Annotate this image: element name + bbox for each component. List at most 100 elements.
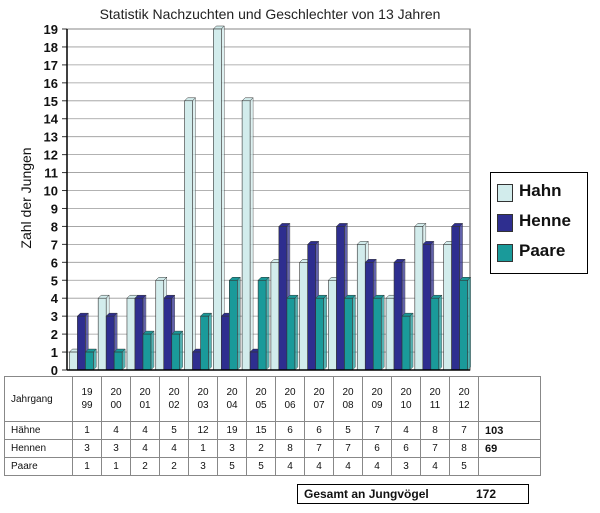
- year-cell-line: 01: [139, 400, 151, 411]
- year-cell-line: 20: [313, 387, 325, 398]
- table-cell: 4: [362, 457, 392, 476]
- table-cell: 4: [304, 457, 334, 476]
- table-cell: 3: [101, 439, 131, 458]
- table-cell: 3: [391, 457, 421, 476]
- year-cell: 20 08: [333, 376, 363, 422]
- table-cell: 6: [391, 439, 421, 458]
- table-cell: 4: [130, 439, 160, 458]
- legend-swatch-paare: [497, 244, 513, 262]
- row-total: 69: [478, 439, 541, 458]
- year-cell: 20 04: [217, 376, 247, 422]
- table-cell: 12: [188, 421, 218, 440]
- bar-hahn-12: [414, 226, 424, 371]
- bar-paare-6: [257, 279, 267, 371]
- y-tick-label: 0: [51, 363, 58, 376]
- bar-henne-9: [336, 226, 345, 371]
- year-cell-line: 03: [197, 400, 209, 411]
- year-cell: 20 05: [246, 376, 276, 422]
- bar-paare-1: [113, 351, 123, 371]
- bar-paare-7-side: [294, 294, 299, 371]
- y-tick-label: 9: [51, 201, 58, 216]
- year-cell-line: 07: [313, 400, 325, 411]
- table-cell: 4: [275, 457, 305, 476]
- legend-swatch-henne: [497, 214, 513, 232]
- table-cell: 5: [449, 457, 479, 476]
- bar-henne-10: [364, 262, 374, 371]
- year-cell-line: 20: [284, 387, 296, 398]
- year-cell-line: 20: [400, 387, 412, 398]
- y-tick-label: 14: [44, 112, 59, 127]
- legend-swatch-hahn: [497, 184, 513, 202]
- bar-paare-13: [459, 279, 468, 371]
- bar-paare-12-side: [438, 294, 443, 371]
- bar-paare-5-side: [237, 276, 241, 371]
- year-cell: 20 07: [304, 376, 334, 422]
- bar-paare-9-side: [352, 294, 356, 371]
- year-cell-line: 10: [400, 400, 412, 411]
- table-row: Hähne 1 4 4 5 12 19 15 6 6 5 7 4 8 7 103: [4, 421, 541, 440]
- bar-hahn-8: [299, 262, 308, 371]
- bar-paare-5: [229, 279, 238, 371]
- bar-henne-4: [192, 351, 201, 371]
- table-cell: 2: [246, 439, 276, 458]
- table-cell: 4: [391, 421, 421, 440]
- year-cell-line: 99: [81, 400, 93, 411]
- row-total: 103: [478, 421, 541, 440]
- year-cell-line: 02: [168, 400, 180, 411]
- bar-hahn-11: [385, 297, 395, 371]
- year-cell-line: 20: [110, 387, 122, 398]
- bar-paare-9: [344, 297, 353, 371]
- year-cell: 20 10: [391, 376, 421, 422]
- bar-henne-5: [221, 315, 230, 371]
- table-cell: 5: [246, 457, 276, 476]
- table-cell: 5: [217, 457, 247, 476]
- table-cell: 5: [159, 421, 189, 440]
- legend-label-hahn: Hahn: [519, 181, 562, 200]
- year-cell-line: 20: [342, 387, 354, 398]
- bar-paare-4-side: [208, 312, 212, 371]
- table-cell: 3: [72, 439, 102, 458]
- table-cell: 8: [420, 421, 450, 440]
- bar-paare-2-side: [150, 330, 155, 371]
- table-cell: 2: [130, 457, 160, 476]
- y-tick-label: 19: [44, 22, 58, 37]
- bar-henne-3: [163, 297, 173, 371]
- y-tick-label: 1: [51, 345, 58, 360]
- year-cell-line: 04: [226, 400, 238, 411]
- year-cell-line: 20: [255, 387, 267, 398]
- y-tick-label: 5: [51, 273, 58, 288]
- table-cell: 5: [333, 421, 363, 440]
- year-cell-line: 05: [255, 400, 267, 411]
- table-cell: 15: [246, 421, 276, 440]
- year-cell: 20 00: [101, 376, 131, 422]
- bar-paare-13-side: [467, 276, 471, 371]
- y-tick-label: 12: [44, 148, 58, 163]
- table-cell: 4: [159, 439, 189, 458]
- table-cell: 4: [333, 457, 363, 476]
- table-cell: 4: [420, 457, 450, 476]
- bar-hahn-13: [443, 244, 452, 371]
- bar-hahn-5: [213, 28, 222, 371]
- year-cell: 19 99: [72, 376, 102, 422]
- table-cell: 2: [159, 457, 189, 476]
- year-cell: 20 01: [130, 376, 160, 422]
- y-tick-label: 17: [44, 58, 58, 73]
- year-cell: 20 09: [362, 376, 392, 422]
- total-header-cell: [478, 376, 541, 422]
- year-cell: 20 06: [275, 376, 305, 422]
- table-cell: 8: [275, 439, 305, 458]
- table-header-label: Jahrgang: [4, 376, 73, 422]
- bar-paare-11: [401, 315, 411, 371]
- bar-hahn-7: [270, 262, 280, 371]
- year-cell-line: 06: [284, 400, 296, 411]
- bar-hahn-4: [184, 100, 193, 371]
- bar-paare-0: [85, 351, 94, 371]
- table-row: Hennen 3 3 4 4 1 3 2 8 7 7 6 6 7 8 69: [4, 439, 541, 458]
- legend: Hahn Henne Paare: [490, 172, 588, 274]
- legend-label-paare: Paare: [519, 241, 566, 260]
- bar-hahn-6-side: [249, 97, 254, 371]
- year-cell-line: 20: [139, 387, 151, 398]
- y-tick-label: 2: [51, 327, 58, 342]
- bar-paare-3-side: [179, 330, 183, 371]
